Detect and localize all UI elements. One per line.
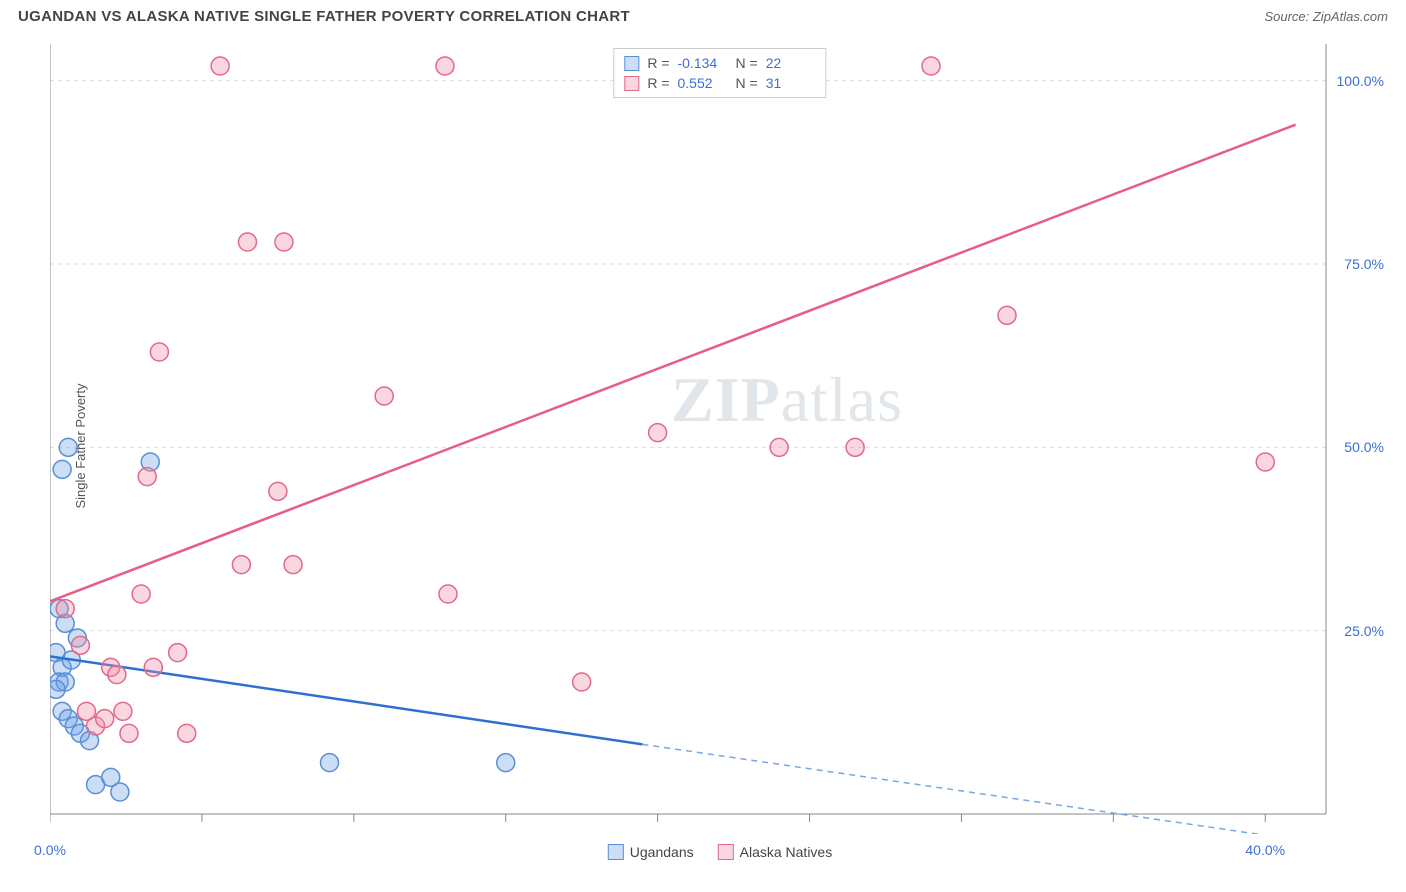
stats-row: R = -0.134 N = 22 xyxy=(624,53,815,73)
data-point xyxy=(497,754,515,772)
data-point xyxy=(178,724,196,742)
data-point xyxy=(150,343,168,361)
legend-item: Ugandans xyxy=(608,844,694,860)
data-point xyxy=(232,556,250,574)
stats-legend-box: R = -0.134 N = 22 R = 0.552 N = 31 xyxy=(613,48,826,98)
r-label: R = xyxy=(647,73,669,93)
trend-line xyxy=(50,125,1296,602)
legend-swatch xyxy=(718,844,734,860)
data-point xyxy=(132,585,150,603)
data-point xyxy=(108,666,126,684)
legend-label: Alaska Natives xyxy=(740,844,833,860)
source-label: Source: ZipAtlas.com xyxy=(1264,9,1388,24)
x-tick-label: 0.0% xyxy=(34,842,66,858)
data-point xyxy=(111,783,129,801)
data-point xyxy=(169,644,187,662)
r-value: -0.134 xyxy=(678,53,728,73)
data-point xyxy=(211,57,229,75)
data-point xyxy=(439,585,457,603)
data-point xyxy=(56,600,74,618)
header: UGANDAN VS ALASKA NATIVE SINGLE FATHER P… xyxy=(0,0,1406,29)
data-point xyxy=(573,673,591,691)
data-point xyxy=(649,424,667,442)
data-point xyxy=(275,233,293,251)
legend: Ugandans Alaska Natives xyxy=(608,844,832,860)
data-point xyxy=(144,658,162,676)
legend-item: Alaska Natives xyxy=(718,844,833,860)
r-label: R = xyxy=(647,53,669,73)
data-point xyxy=(436,57,454,75)
trend-line xyxy=(50,656,642,744)
trend-line-extension xyxy=(642,744,1295,834)
data-point xyxy=(238,233,256,251)
r-value: 0.552 xyxy=(678,73,728,93)
y-tick-label: 50.0% xyxy=(1344,439,1384,455)
data-point xyxy=(53,460,71,478)
data-point xyxy=(50,680,65,698)
data-point xyxy=(922,57,940,75)
legend-label: Ugandans xyxy=(630,844,694,860)
data-point xyxy=(375,387,393,405)
data-point xyxy=(321,754,339,772)
y-tick-label: 25.0% xyxy=(1344,623,1384,639)
source-name: ZipAtlas.com xyxy=(1313,9,1388,24)
stats-row: R = 0.552 N = 31 xyxy=(624,73,815,93)
data-point xyxy=(284,556,302,574)
data-point xyxy=(96,710,114,728)
n-value: 22 xyxy=(766,53,816,73)
chart-area: ZIPatlas R =-0.134N =22R =0.552N =31 Uga… xyxy=(50,44,1390,834)
data-point xyxy=(120,724,138,742)
data-point xyxy=(998,306,1016,324)
data-point xyxy=(1256,453,1274,471)
data-point xyxy=(114,702,132,720)
data-point xyxy=(770,438,788,456)
y-tick-label: 100.0% xyxy=(1337,73,1384,89)
data-point xyxy=(846,438,864,456)
chart-title: UGANDAN VS ALASKA NATIVE SINGLE FATHER P… xyxy=(18,8,630,25)
y-tick-label: 75.0% xyxy=(1344,256,1384,272)
data-point xyxy=(138,468,156,486)
data-point xyxy=(59,438,77,456)
source-prefix: Source: xyxy=(1264,9,1312,24)
legend-swatch xyxy=(608,844,624,860)
x-tick-label: 40.0% xyxy=(1245,842,1285,858)
n-value: 31 xyxy=(766,73,816,93)
data-point xyxy=(269,482,287,500)
series-swatch xyxy=(624,76,639,91)
data-point xyxy=(71,636,89,654)
scatter-plot xyxy=(50,44,1390,834)
series-swatch xyxy=(624,56,639,71)
n-label: N = xyxy=(736,53,758,73)
n-label: N = xyxy=(736,73,758,93)
